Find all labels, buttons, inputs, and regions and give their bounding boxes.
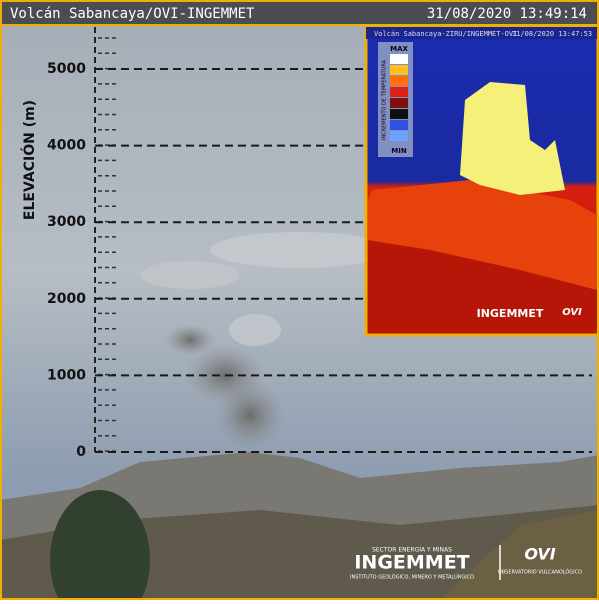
footer-observatory: OBSERVATORIO VULCANOLÓGICO xyxy=(498,569,582,576)
elevation-label: 1000 xyxy=(47,367,86,383)
plume xyxy=(215,380,285,450)
page: ELEVACIÓN (m) 0 1000 2000 3000 4000 5000 Volc… xyxy=(0,0,599,600)
elevation-label: 5000 xyxy=(47,61,86,77)
footer-ovi: OVI xyxy=(524,545,555,564)
thermal-inset: Volcán Sabancaya-ZIRU/INGEMMET-OVI 31/08… xyxy=(366,27,598,335)
swatch xyxy=(390,87,408,97)
cloud xyxy=(229,314,281,346)
swatch xyxy=(390,109,408,119)
legend-max: MAX xyxy=(390,45,408,53)
swatch xyxy=(390,131,408,141)
inset-timestamp: 31/08/2020 13:47:53 xyxy=(512,30,592,38)
footer-logo: INGEMMET xyxy=(354,552,469,574)
header-timestamp: 31/08/2020 13:49:14 xyxy=(427,6,587,22)
elevation-label: 2000 xyxy=(47,291,86,307)
inset-logo2: OVI xyxy=(562,307,582,318)
swatch xyxy=(390,98,408,108)
inset-title: Volcán Sabancaya-ZIRU/INGEMMET-OVI xyxy=(374,30,517,38)
cloud xyxy=(210,232,390,268)
scale-label: ELEVACIÓN (m) xyxy=(20,100,38,220)
header-title: Volcán Sabancaya/OVI-INGEMMET xyxy=(10,6,255,22)
elevation-label: 4000 xyxy=(47,138,86,154)
footer-institute: INSTITUTO GEOLÓGICO, MINERO Y METALÚRGIC… xyxy=(350,574,474,581)
legend-min: MIN xyxy=(391,147,407,155)
swatch xyxy=(390,76,408,86)
swatch xyxy=(390,65,408,75)
swatch xyxy=(390,120,408,130)
swatch xyxy=(390,54,408,64)
inset-logo: INGEMMET xyxy=(477,307,544,320)
legend-label: INCREMENTO DE TEMPERATURA xyxy=(382,59,388,140)
elevation-label: 0 xyxy=(76,444,86,460)
elevation-label: 3000 xyxy=(47,214,86,230)
cloud xyxy=(140,261,240,289)
webcam-view: ELEVACIÓN (m) 0 1000 2000 3000 4000 5000 Volc… xyxy=(0,0,599,600)
